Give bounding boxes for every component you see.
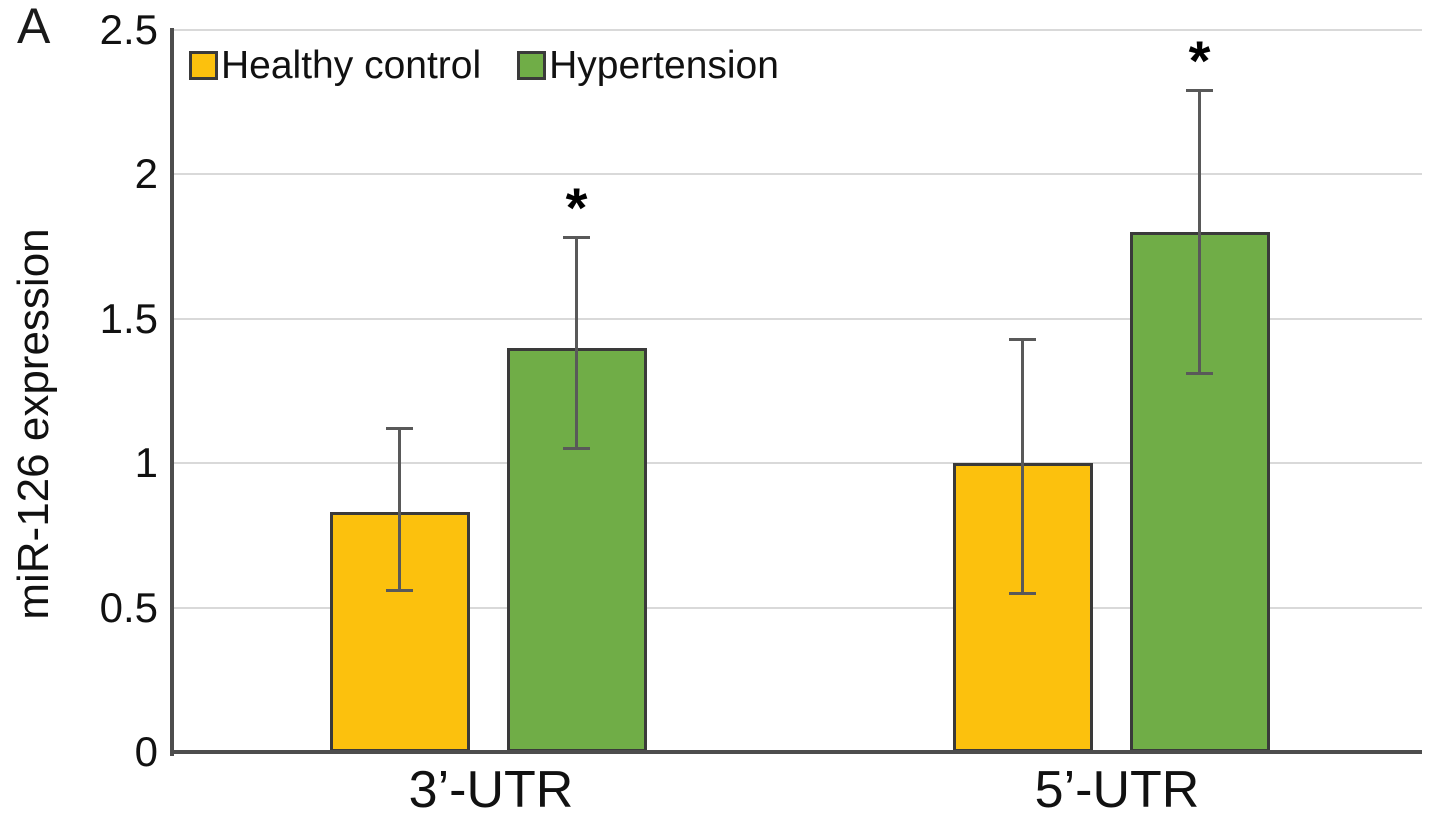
bar-healthy-control-5-utr xyxy=(952,463,1093,752)
error-bar-cap-low-healthy-control-5-utr xyxy=(1009,591,1036,595)
gridline-2.5 xyxy=(174,29,1422,31)
legend: Healthy control Hypertension xyxy=(189,46,779,85)
x-category-label-5-utr: 5’-UTR xyxy=(1034,761,1200,819)
error-bar-cap-high-healthy-control-5-utr xyxy=(1009,337,1036,341)
error-bar-line-hypertension-3-utr xyxy=(575,237,578,449)
y-tick-label-0: 0 xyxy=(134,728,158,775)
y-tick-label-1: 1 xyxy=(134,439,158,487)
error-bar-cap-high-hypertension-5-utr xyxy=(1186,89,1213,93)
legend-label-hypertension: Hypertension xyxy=(549,44,779,87)
legend-item-hypertension: Hypertension xyxy=(517,46,779,85)
error-bar-cap-high-hypertension-3-utr xyxy=(563,236,590,240)
legend-swatch-icon-hypertension xyxy=(517,51,547,80)
y-tick-label-1.5: 1.5 xyxy=(99,294,158,342)
error-bar-cap-low-hypertension-5-utr xyxy=(1186,372,1213,376)
y-axis-line xyxy=(170,28,174,756)
gridline-1 xyxy=(174,462,1422,465)
error-bar-line-healthy-control-5-utr xyxy=(1021,339,1024,594)
error-bar-line-healthy-control-3-utr xyxy=(398,428,401,591)
y-tick-label-2.5: 2.5 xyxy=(99,6,158,53)
error-bar-cap-low-healthy-control-3-utr xyxy=(386,588,413,592)
error-bar-cap-low-hypertension-3-utr xyxy=(563,447,590,451)
y-tick-label-0.5: 0.5 xyxy=(99,583,158,631)
error-bar-cap-high-healthy-control-3-utr xyxy=(386,427,413,431)
panel-label: A xyxy=(17,0,51,54)
bar-hypertension-5-utr xyxy=(1129,232,1270,752)
legend-label-healthy-control: Healthy control xyxy=(221,44,482,87)
legend-item-healthy-control: Healthy control xyxy=(189,46,481,85)
x-category-label-3-utr: 3’-UTR xyxy=(408,761,574,819)
significance-asterisk-3-utr: * xyxy=(565,175,588,239)
gridline-2 xyxy=(174,173,1422,176)
gridline-1.5 xyxy=(174,317,1422,320)
y-tick-label-2: 2 xyxy=(134,150,158,198)
error-bar-line-hypertension-5-utr xyxy=(1198,90,1201,374)
x-axis-line xyxy=(170,750,1422,754)
significance-asterisk-5-utr: * xyxy=(1188,28,1211,92)
legend-swatch-icon-healthy-control xyxy=(189,51,218,80)
gridline-0.5 xyxy=(174,606,1422,609)
